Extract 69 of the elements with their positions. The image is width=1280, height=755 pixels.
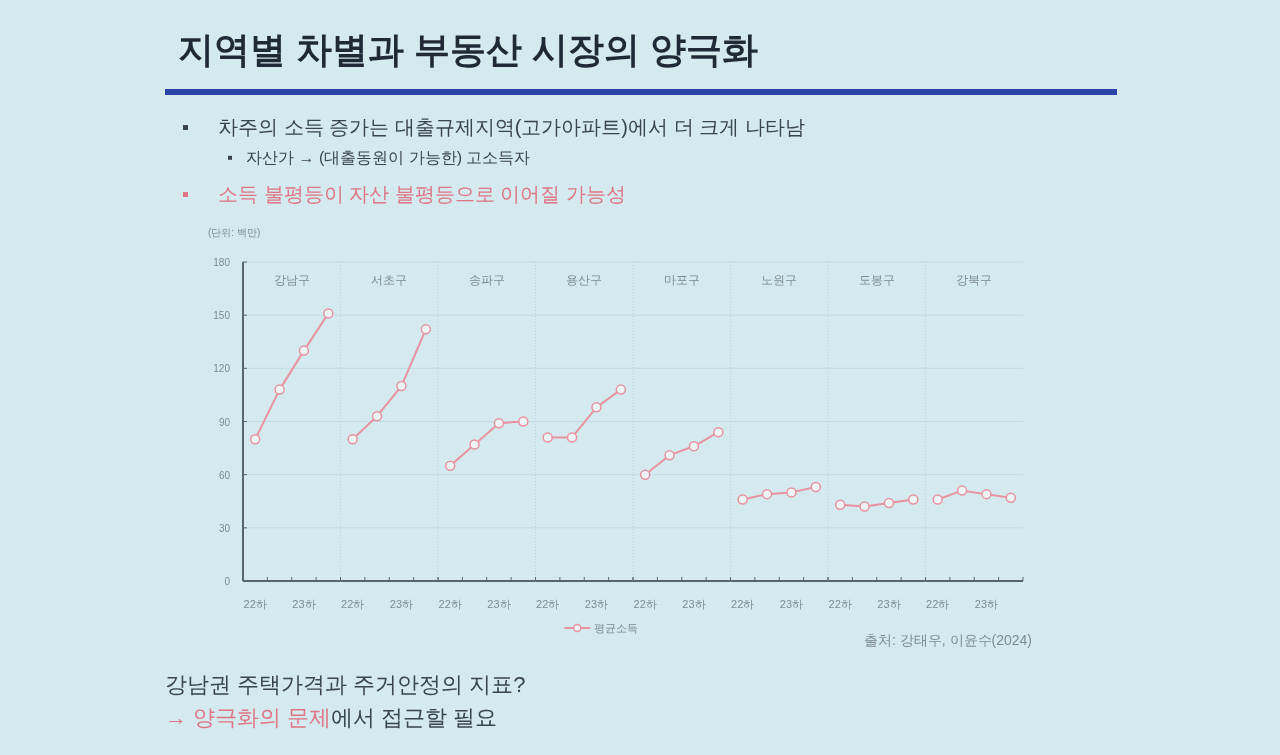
x-tick-label: 23하 bbox=[877, 598, 901, 610]
point bbox=[859, 501, 870, 512]
point bbox=[396, 380, 407, 392]
point bbox=[518, 416, 529, 427]
text: 차주의 소득 증가는 대출규제지역(고가아파트)에서 더 크게 나타남 bbox=[218, 116, 805, 138]
point bbox=[1005, 492, 1017, 503]
text: 노원구 bbox=[761, 273, 798, 287]
y-axis-title: (단위: 백만) bbox=[208, 227, 261, 238]
point bbox=[956, 485, 968, 496]
y-tick-label: 0 bbox=[224, 576, 231, 587]
x-tick-label: 23하 bbox=[779, 598, 804, 610]
point bbox=[469, 439, 480, 450]
x-tick-label: 23하 bbox=[974, 598, 999, 610]
x-tick-label: 22하 bbox=[731, 598, 755, 610]
x-tick-label: 23하 bbox=[389, 598, 414, 610]
text: 지역별 차별과 부동산 시장의 양극화 bbox=[178, 29, 759, 70]
point bbox=[981, 488, 992, 500]
point bbox=[298, 345, 310, 356]
text: 용산구 bbox=[566, 273, 603, 287]
text: 강남구 bbox=[273, 273, 310, 287]
y-tick-label: 180 bbox=[213, 257, 231, 268]
point bbox=[713, 426, 724, 438]
point bbox=[786, 487, 797, 498]
y-tick-label: 120 bbox=[213, 363, 231, 375]
x-tick-label: 22하 bbox=[341, 598, 365, 610]
point bbox=[371, 410, 383, 422]
text: 에서 접근할 필요 bbox=[331, 705, 498, 730]
x-tick-label: 23하 bbox=[487, 598, 511, 610]
point bbox=[688, 441, 700, 452]
text: 강남권 주택가격과 주거안정의 지표? bbox=[165, 672, 526, 697]
source-note: 출처: 강태우, 이윤수(2024) bbox=[863, 632, 1032, 648]
point bbox=[249, 433, 261, 445]
text: 강북구 bbox=[956, 273, 993, 287]
point bbox=[274, 384, 285, 395]
x-tick-label: 22하 bbox=[926, 598, 950, 610]
text: 송파구 bbox=[468, 273, 505, 287]
point bbox=[810, 481, 822, 493]
point bbox=[761, 488, 773, 500]
point bbox=[908, 494, 919, 505]
point bbox=[347, 433, 358, 445]
y-tick-label: 150 bbox=[213, 310, 231, 322]
text: 도봉구 bbox=[858, 273, 895, 287]
x-tick-label: 23하 bbox=[292, 598, 316, 610]
point bbox=[834, 499, 846, 511]
text: 자산가 → (대출동원이 가능한) 고소득자 bbox=[246, 149, 531, 166]
point bbox=[932, 494, 943, 505]
text: 마포구 bbox=[663, 273, 700, 287]
point bbox=[323, 308, 334, 319]
x-tick-label: 22하 bbox=[243, 598, 267, 610]
point bbox=[420, 324, 432, 335]
y-tick-label: 30 bbox=[218, 522, 231, 534]
point bbox=[737, 494, 748, 505]
x-tick-label: 22하 bbox=[438, 598, 462, 610]
x-tick-label: 22하 bbox=[828, 598, 852, 610]
point bbox=[444, 460, 456, 472]
point bbox=[883, 497, 895, 509]
point bbox=[664, 449, 675, 461]
text: 서초구 bbox=[371, 273, 408, 287]
text: 소득 불평등이 자산 불평등으로 이어질 가능성 bbox=[218, 183, 626, 205]
x-tick-label: 23하 bbox=[682, 598, 706, 610]
y-tick-label: 60 bbox=[218, 469, 231, 481]
text: → 양극화의 문제 bbox=[165, 705, 332, 730]
legend-label: 평균소득 bbox=[594, 622, 639, 634]
y-tick-label: 90 bbox=[218, 416, 231, 428]
x-tick-label: 23하 bbox=[584, 598, 609, 610]
x-tick-label: 22하 bbox=[536, 598, 560, 610]
x-tick-label: 22하 bbox=[633, 598, 657, 610]
point bbox=[639, 469, 651, 480]
point bbox=[493, 418, 505, 429]
